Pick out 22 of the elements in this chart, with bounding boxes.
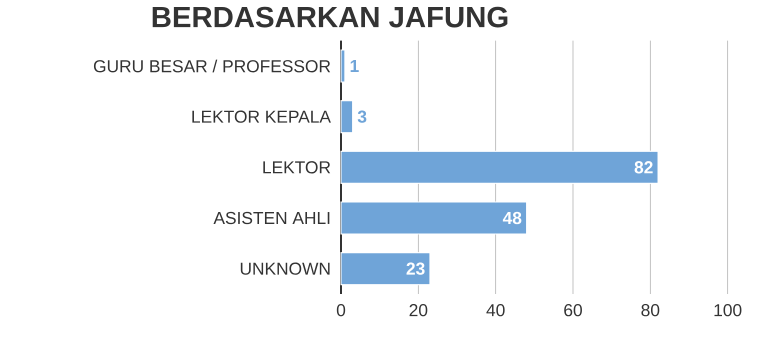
chart-title: BERDASARKAN JAFUNG xyxy=(152,6,508,28)
bar xyxy=(340,49,346,83)
x-tick-label: 40 xyxy=(486,304,505,316)
bar xyxy=(340,252,430,286)
data-label: 1 xyxy=(350,60,359,72)
bar xyxy=(340,201,528,235)
bar xyxy=(340,100,354,134)
y-tick-label: GURU BESAR / PROFESSOR xyxy=(94,60,330,72)
bar xyxy=(340,150,659,184)
y-tick-label: LEKTOR xyxy=(263,161,330,174)
x-tick-label: 60 xyxy=(564,304,582,316)
data-label: 3 xyxy=(358,110,366,123)
y-tick-label: ASISTEN AHLI xyxy=(213,212,330,224)
y-tick-label: UNKNOWN xyxy=(240,262,330,275)
y-tick-label: LEKTOR KEPALA xyxy=(192,110,331,123)
x-tick-label: 80 xyxy=(641,304,660,316)
x-tick-label: 20 xyxy=(410,304,428,316)
data-label: 82 xyxy=(634,161,653,174)
data-label: 23 xyxy=(406,262,425,275)
x-tick-label: 0 xyxy=(336,304,346,316)
x-tick-label: 100 xyxy=(714,304,742,316)
data-label: 48 xyxy=(502,212,522,224)
